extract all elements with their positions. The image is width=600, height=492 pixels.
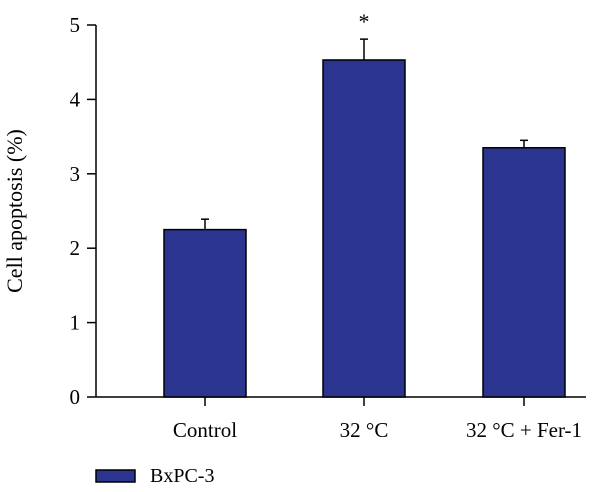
x-tick-label: 32 °C + Fer-1 <box>466 418 582 442</box>
bar <box>482 147 566 398</box>
legend-label: BxPC-3 <box>150 465 214 487</box>
y-tick-label: 2 <box>70 236 81 260</box>
x-tick-label: 32 °C <box>340 418 389 442</box>
legend-swatch <box>95 469 136 483</box>
x-tick-label: Control <box>173 418 237 442</box>
legend: BxPC-3 <box>95 465 214 487</box>
y-tick-label: 4 <box>70 87 81 111</box>
y-axis-label: Cell apoptosis (%) <box>2 129 27 293</box>
y-tick-label: 0 <box>70 385 81 409</box>
x-axis: Control 32 °C 32 °C + Fer-1 <box>96 396 586 442</box>
bar-series: * <box>163 9 566 398</box>
y-tick-label: 1 <box>70 311 81 335</box>
bar <box>163 228 247 398</box>
y-tick-label: 5 <box>70 13 81 37</box>
bar <box>322 59 406 398</box>
y-tick-label: 3 <box>70 162 81 186</box>
y-axis: 0 1 2 3 4 5 <box>70 13 97 409</box>
significance-marker: * <box>359 9 370 34</box>
